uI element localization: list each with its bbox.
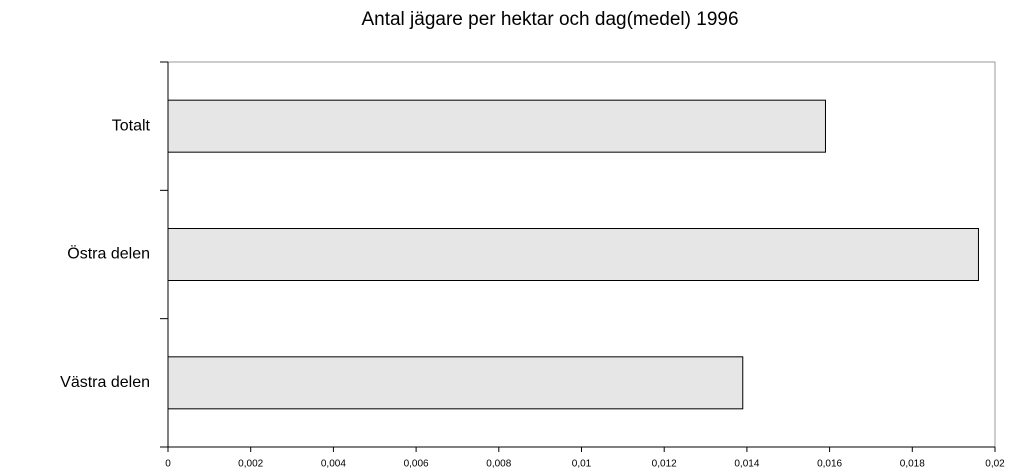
y-tick-label: Totalt — [112, 117, 151, 134]
x-tick-label: 0,01 — [572, 459, 592, 470]
x-tick-label: 0,018 — [900, 459, 925, 470]
x-tick-label: 0,004 — [321, 459, 346, 470]
x-tick-label: 0,002 — [238, 459, 263, 470]
x-tick-label: 0,006 — [404, 459, 429, 470]
x-tick-label: 0,008 — [486, 459, 511, 470]
bar — [167, 99, 826, 153]
x-tick-label: 0,02 — [985, 459, 1005, 470]
y-tick-label: Västra delen — [60, 374, 150, 391]
x-tick-label: 0,016 — [817, 459, 842, 470]
bar — [167, 228, 979, 281]
x-tick-label: 0,014 — [734, 459, 759, 470]
x-tick-label: 0 — [165, 459, 171, 470]
chart-title: Antal jägare per hektar och dag(medel) 1… — [361, 9, 738, 30]
y-tick-label: Östra delen — [67, 245, 150, 263]
bar — [167, 356, 744, 410]
x-tick-label: 0,012 — [652, 459, 677, 470]
